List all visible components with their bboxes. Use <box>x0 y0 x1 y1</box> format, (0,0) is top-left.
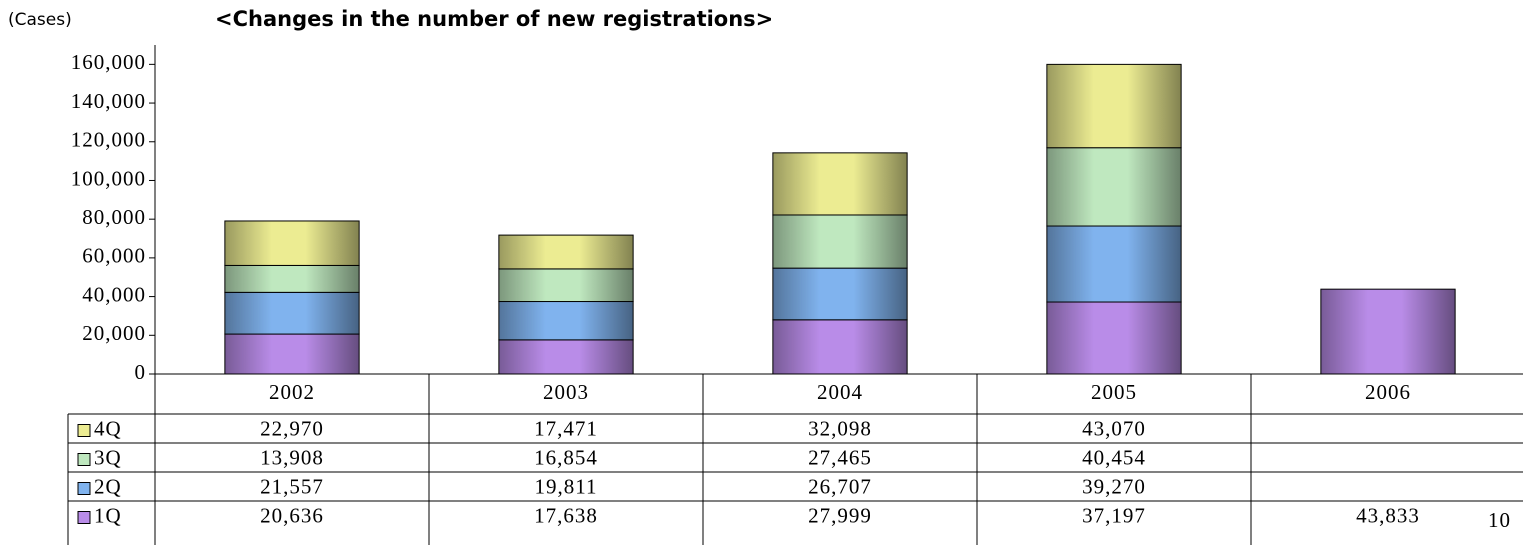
legend-swatch <box>77 482 91 495</box>
y-axis-label: (Cases) <box>8 10 72 30</box>
data-label: 22,970 <box>260 416 324 440</box>
data-label: 27,465 <box>808 445 872 469</box>
bar-segment <box>498 268 634 303</box>
bar-segment <box>498 301 634 341</box>
bar-segment <box>224 220 360 266</box>
bar-segment <box>772 214 908 269</box>
data-label: 13,908 <box>260 445 324 469</box>
legend-label: 2Q <box>94 474 122 498</box>
y-tick-label: 40,000 <box>82 282 146 306</box>
y-tick-label: 80,000 <box>82 205 146 229</box>
bar-segment <box>1046 63 1182 149</box>
legend-swatch <box>77 424 91 437</box>
data-label: 37,197 <box>1082 503 1146 527</box>
data-label: 43,833 <box>1356 503 1420 527</box>
bar-segment <box>224 291 360 335</box>
data-label: 32,098 <box>808 416 872 440</box>
chart-title: <Changes in the number of new registrati… <box>215 7 773 31</box>
legend-label: 4Q <box>94 416 122 440</box>
data-label: 17,638 <box>534 503 598 527</box>
y-tick-label: 140,000 <box>71 89 146 113</box>
bar-segment <box>1046 147 1182 227</box>
x-tick-label: 2006 <box>1365 380 1411 404</box>
page-number: 10 <box>1488 508 1511 532</box>
legend-label: 1Q <box>94 503 122 527</box>
x-tick-label: 2005 <box>1091 380 1137 404</box>
y-tick-label: 60,000 <box>82 244 146 268</box>
data-label: 17,471 <box>534 416 598 440</box>
bar-segment <box>224 264 360 293</box>
bar-segment <box>772 319 908 375</box>
y-tick-label: 0 <box>135 360 147 384</box>
y-tick-label: 160,000 <box>71 50 146 74</box>
bar-segment <box>1046 301 1182 375</box>
legend-swatch <box>77 453 91 466</box>
y-tick-label: 120,000 <box>71 128 146 152</box>
data-label: 21,557 <box>260 474 324 498</box>
data-label: 39,270 <box>1082 474 1146 498</box>
data-label: 27,999 <box>808 503 872 527</box>
x-tick-label: 2002 <box>269 380 315 404</box>
bar-segment <box>224 333 360 375</box>
x-tick-label: 2003 <box>543 380 589 404</box>
bar-segment <box>1320 288 1456 375</box>
data-label: 19,811 <box>535 474 598 498</box>
data-label: 26,707 <box>808 474 872 498</box>
bar-segment <box>772 267 908 321</box>
x-tick-label: 2004 <box>817 380 863 404</box>
data-label: 20,636 <box>260 503 324 527</box>
data-label: 43,070 <box>1082 416 1146 440</box>
data-label: 40,454 <box>1082 445 1146 469</box>
bar-segment <box>772 152 908 216</box>
bar-segment <box>498 234 634 270</box>
y-tick-label: 20,000 <box>82 321 146 345</box>
y-tick-label: 100,000 <box>71 166 146 190</box>
legend-label: 3Q <box>94 445 122 469</box>
bar-segment <box>1046 225 1182 303</box>
bar-segment <box>498 339 634 375</box>
data-label: 16,854 <box>534 445 598 469</box>
legend-swatch <box>77 511 91 524</box>
